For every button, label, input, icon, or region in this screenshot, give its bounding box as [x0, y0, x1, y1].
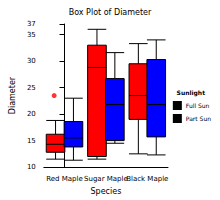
svg-text:35: 35: [27, 31, 36, 39]
svg-text:25: 25: [27, 84, 36, 92]
svg-text:Sunlight: Sunlight: [177, 89, 206, 97]
svg-text:Part Sun: Part Sun: [186, 115, 211, 122]
svg-text:Box Plot of Diameter: Box Plot of Diameter: [69, 8, 152, 17]
svg-text:30: 30: [27, 57, 36, 65]
svg-text:Red Maple: Red Maple: [46, 175, 83, 183]
svg-text:10: 10: [27, 163, 36, 171]
svg-text:37: 37: [27, 20, 36, 28]
svg-text:Diameter: Diameter: [8, 76, 17, 114]
svg-text:Black Maple: Black Maple: [126, 175, 168, 183]
svg-text:Species: Species: [91, 187, 122, 196]
svg-text:Full Sun: Full Sun: [186, 102, 210, 109]
svg-text:15: 15: [27, 137, 36, 145]
svg-text:Sugar Maple: Sugar Maple: [84, 175, 128, 183]
svg-text:20: 20: [27, 110, 36, 118]
